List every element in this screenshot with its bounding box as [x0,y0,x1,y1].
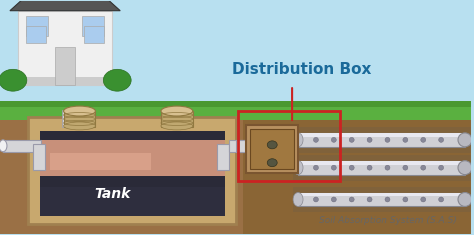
Ellipse shape [331,137,337,142]
Bar [298,161,465,175]
Ellipse shape [367,165,372,170]
Bar [40,140,225,176]
Bar [50,153,151,170]
Ellipse shape [64,122,95,130]
Ellipse shape [385,137,390,142]
Bar [82,16,104,35]
Ellipse shape [403,165,408,170]
Ellipse shape [438,137,444,142]
Ellipse shape [367,197,372,202]
Bar [298,133,465,137]
Ellipse shape [0,69,27,91]
Ellipse shape [255,140,262,152]
Ellipse shape [421,137,426,142]
Bar [0,120,471,234]
Ellipse shape [421,165,426,170]
Bar [250,129,294,169]
Bar [293,187,474,212]
Ellipse shape [161,106,193,116]
FancyBboxPatch shape [28,117,237,224]
Bar [26,26,46,43]
Ellipse shape [267,141,277,149]
Bar [228,140,258,152]
Ellipse shape [421,197,426,202]
Bar [64,111,95,127]
Bar [0,101,471,107]
Ellipse shape [103,69,131,91]
Ellipse shape [349,137,354,142]
Bar [18,11,112,85]
FancyBboxPatch shape [246,125,298,173]
Bar [3,140,41,152]
Text: Tank: Tank [94,188,130,201]
Ellipse shape [367,137,372,142]
Ellipse shape [385,165,390,170]
Ellipse shape [313,165,319,170]
Bar [238,111,340,180]
Ellipse shape [161,122,193,130]
Bar [217,144,228,170]
Ellipse shape [267,159,277,167]
Ellipse shape [458,192,472,206]
Ellipse shape [331,165,337,170]
Bar [293,155,474,180]
Ellipse shape [349,165,354,170]
Bar [40,131,225,216]
Bar [298,161,465,165]
Ellipse shape [64,106,95,116]
Ellipse shape [403,197,408,202]
Bar [161,111,193,127]
Ellipse shape [313,197,319,202]
Ellipse shape [313,137,319,142]
Ellipse shape [458,133,472,147]
Ellipse shape [293,133,303,147]
Bar [33,144,45,170]
Ellipse shape [293,192,303,206]
Bar [237,140,246,152]
Ellipse shape [331,197,337,202]
Ellipse shape [349,197,354,202]
Bar [84,26,104,43]
Bar [62,110,68,127]
Bar [0,103,471,127]
Bar [18,77,112,85]
Text: Distribution Box: Distribution Box [232,62,372,77]
Text: Soil Absorption System (S.A.S): Soil Absorption System (S.A.S) [319,216,456,225]
Ellipse shape [438,197,444,202]
Bar [40,187,225,216]
Bar [298,192,465,196]
Ellipse shape [293,161,303,175]
Ellipse shape [438,165,444,170]
Ellipse shape [458,161,472,175]
Ellipse shape [385,197,390,202]
Bar [244,120,471,234]
Ellipse shape [0,140,7,152]
Bar [55,47,74,85]
Bar [298,133,465,147]
Bar [298,192,465,206]
Bar [0,1,471,110]
Polygon shape [10,0,120,11]
Ellipse shape [403,137,408,142]
Bar [26,16,48,35]
Bar [293,127,474,153]
